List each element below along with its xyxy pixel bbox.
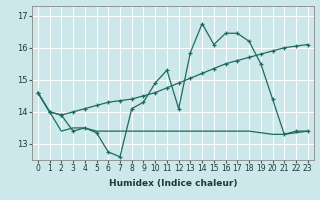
X-axis label: Humidex (Indice chaleur): Humidex (Indice chaleur) bbox=[108, 179, 237, 188]
